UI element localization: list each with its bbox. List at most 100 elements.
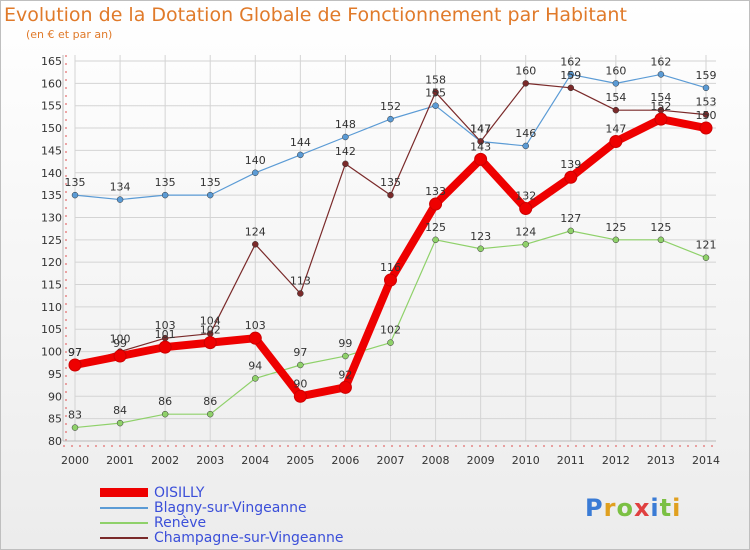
data-label-blagny-sur-vingeanne: 135 [65,176,86,189]
logo-letter: x [633,494,651,522]
data-point-blagny-sur-vingeanne [567,71,575,78]
y-tick-label: 130 [41,211,62,224]
data-point-champagne-sur-vingeanne [612,106,620,114]
x-tick-label: 2014 [692,454,720,467]
data-label-ren-ve: 125 [605,221,626,234]
data-label-oisilly: 101 [155,328,176,341]
data-point-ren-ve [477,245,484,253]
logo-letter: o [616,494,634,522]
x-tick-label: 2012 [602,454,630,467]
data-point-oisilly [248,331,262,345]
data-point-champagne-sur-vingeanne [702,111,710,118]
data-point-blagny-sur-vingeanne [297,151,304,159]
y-tick-label: 105 [41,323,62,336]
y-tick-label: 145 [41,144,62,157]
proxiti-logo: Proxiti [585,494,681,522]
logo-letter: t [659,494,673,522]
data-point-ren-ve [297,361,304,369]
data-label-blagny-sur-vingeanne: 155 [425,87,446,100]
data-label-champagne-sur-vingeanne: 158 [425,73,446,86]
x-tick-label: 2004 [241,454,269,467]
x-tick-label: 2013 [647,454,675,467]
y-tick-label: 155 [41,100,62,113]
data-point-blagny-sur-vingeanne [71,191,79,199]
logo-letter: i [672,494,682,522]
y-tick-label: 150 [41,122,62,135]
data-label-oisilly: 139 [560,158,581,171]
data-point-oisilly [519,202,533,216]
data-label-champagne-sur-vingeanne: 124 [245,225,266,238]
data-point-champagne-sur-vingeanne [567,84,575,92]
x-tick-label: 2009 [467,454,495,467]
data-label-ren-ve: 86 [158,395,172,408]
y-tick-label: 120 [41,256,62,269]
x-tick-label: 2000 [61,454,89,467]
data-label-oisilly: 99 [113,337,127,350]
data-point-blagny-sur-vingeanne [702,84,710,92]
data-label-blagny-sur-vingeanne: 135 [155,176,176,189]
data-point-blagny-sur-vingeanne [161,191,169,199]
data-label-champagne-sur-vingeanne: 142 [335,145,356,158]
data-point-ren-ve [522,241,529,248]
data-label-ren-ve: 83 [68,409,82,422]
y-tick-label: 140 [41,167,62,180]
data-point-blagny-sur-vingeanne [657,71,665,78]
data-label-champagne-sur-vingeanne: 147 [470,122,491,135]
legend-label-reneve: Renève [154,514,207,531]
legend-swatch-oisilly [100,488,148,497]
y-tick-label: 95 [48,368,62,381]
data-label-champagne-sur-vingeanne: 159 [560,69,581,82]
data-point-blagny-sur-vingeanne [342,133,349,141]
legend-item-champagne: Champagne-sur-Vingeanne [100,529,344,546]
data-label-ren-ve: 99 [338,337,352,350]
legend-swatch-champagne [100,536,148,539]
legend-item-oisilly: OISILLY [100,484,205,501]
x-tick-label: 2011 [557,454,585,467]
data-point-ren-ve [342,352,349,360]
data-point-blagny-sur-vingeanne [522,142,529,150]
data-point-oisilly [338,380,352,394]
data-label-oisilly: 90 [293,377,307,390]
data-label-oisilly: 132 [515,190,536,203]
data-point-ren-ve [161,410,169,418]
data-point-blagny-sur-vingeanne [206,191,214,199]
data-point-oisilly [609,134,623,148]
data-label-blagny-sur-vingeanne: 160 [605,64,626,77]
data-point-oisilly [293,389,307,403]
data-point-oisilly [654,112,668,126]
data-label-oisilly: 150 [696,109,717,122]
legend-item-blagny: Blagny-sur-Vingeanne [100,499,307,516]
y-tick-label: 160 [41,77,62,90]
data-label-blagny-sur-vingeanne: 162 [560,55,581,68]
data-label-blagny-sur-vingeanne: 144 [290,136,311,149]
data-point-oisilly [113,349,127,363]
y-tick-label: 110 [41,301,62,314]
data-label-champagne-sur-vingeanne: 153 [696,96,717,109]
y-tick-label: 80 [48,435,62,448]
legend-label-champagne: Champagne-sur-Vingeanne [154,529,344,546]
data-point-blagny-sur-vingeanne [387,115,394,123]
data-point-oisilly [564,170,578,184]
data-label-blagny-sur-vingeanne: 146 [515,127,536,140]
data-point-ren-ve [702,254,710,261]
legend-label-oisilly: OISILLY [154,484,205,501]
data-labels: 135 134 135 135 140 144 148 152 155 147 146 162 160 1… [65,55,717,421]
data-point-champagne-sur-vingeanne [297,290,304,297]
data-point-champagne-sur-vingeanne [477,138,484,145]
chart-title: Evolution de la Dotation Globale de Fonc… [4,4,627,26]
data-label-champagne-sur-vingeanne: 154 [605,91,626,104]
data-label-blagny-sur-vingeanne: 148 [335,118,356,131]
data-point-ren-ve [657,236,665,244]
data-point-oisilly [68,358,82,372]
legend-label-blagny: Blagny-sur-Vingeanne [154,499,307,516]
data-label-ren-ve: 125 [425,221,446,234]
data-point-champagne-sur-vingeanne [522,80,529,87]
data-label-ren-ve: 94 [248,359,262,372]
x-tick-label: 2010 [512,454,540,467]
data-point-ren-ve [71,424,79,431]
x-tick-label: 2006 [331,454,359,467]
data-point-blagny-sur-vingeanne [116,196,124,203]
data-label-ren-ve: 123 [470,230,491,243]
